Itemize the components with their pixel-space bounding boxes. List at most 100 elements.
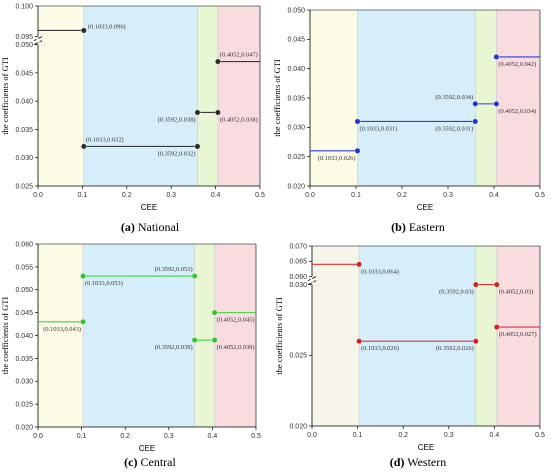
caption-text: Western — [407, 455, 447, 469]
y-axis-title: the coefficients of GTI — [274, 297, 284, 375]
data-point — [80, 27, 87, 34]
y-tick-label: 0.025 — [289, 353, 307, 360]
data-point — [472, 281, 479, 288]
data-point — [472, 338, 479, 345]
data-point — [191, 337, 198, 343]
x-tick-label: 0.5 — [535, 432, 545, 439]
data-label: (0.3592,0.038) — [158, 116, 196, 123]
regime-band-4 — [217, 6, 260, 186]
x-ticks: 0.0 0.1 0.2 0.3 0.4 0.5 — [33, 186, 265, 199]
x-tick-label: 0.4 — [490, 432, 500, 439]
y-tick-label: 0.035 — [287, 95, 305, 102]
y-tick-label: 0.070 — [289, 243, 307, 250]
data-point — [354, 147, 361, 154]
y-tick-label: 0.040 — [287, 66, 305, 73]
data-point — [354, 118, 361, 125]
x-ticks: 0.0 0.1 0.2 0.3 0.4 0.5 — [305, 186, 545, 199]
axis-break-cover — [310, 278, 314, 283]
panel-western: 0.0 0.1 0.2 0.3 0.4 0.5 CEE 0.020 0.025 0.030 0.06… — [274, 238, 550, 473]
data-label: (0.4052,0.039) — [217, 344, 255, 351]
regime-band-1 — [38, 6, 84, 186]
x-tick-label: 0.5 — [255, 192, 265, 199]
data-point — [80, 143, 87, 150]
y-tick-label: 0.045 — [15, 70, 33, 77]
x-tick-label: 0.1 — [351, 192, 361, 199]
series-segments — [312, 263, 540, 342]
axis-break-cover — [36, 38, 40, 43]
data-label: (0.3592,0.032) — [158, 150, 196, 157]
y-tick-label: 0.055 — [15, 264, 33, 271]
y-tick-label: 0.025 — [15, 402, 33, 409]
axis-break-marks — [307, 276, 317, 285]
x-tick-label: 0.0 — [33, 192, 43, 199]
axis-break-marks — [33, 36, 43, 45]
data-label: (0.1033,0.053) — [85, 280, 123, 287]
x-tick-label: 0.5 — [251, 433, 261, 440]
data-label: (0.3592,0.03) — [439, 289, 474, 296]
y-tick-label: 0.050 — [287, 7, 305, 14]
data-point — [211, 309, 218, 316]
y-ticks: 0.020 0.025 0.030 0.035 0.040 0.045 0.050 0.055… — [15, 241, 38, 431]
y-axis-title: the coefficients of GTI — [272, 59, 282, 137]
caption-tag: (a) — [120, 220, 135, 234]
data-label: (0.3592,0.026) — [436, 345, 474, 352]
y-tick-label: 0.030 — [15, 155, 33, 162]
caption-eastern: (b) Eastern — [368, 220, 468, 235]
regime-shading — [38, 6, 260, 186]
data-label: (0.4052,0.034) — [498, 108, 536, 115]
y-tick-label: 0.020 — [287, 183, 305, 190]
regime-band-3 — [475, 246, 497, 426]
caption-tag: (d) — [389, 455, 405, 469]
data-label: (0.1033,0.043) — [43, 326, 81, 333]
x-tick-label: 0.4 — [211, 192, 221, 199]
regime-shading — [38, 244, 256, 427]
regime-band-3 — [475, 10, 497, 186]
regime-band-4 — [496, 10, 540, 186]
regime-band-3 — [194, 244, 215, 427]
series-segments — [38, 29, 260, 147]
series-points — [80, 27, 221, 150]
y-tick-label: 0.050 — [15, 42, 33, 49]
x-tick-label: 0.3 — [443, 192, 453, 199]
x-tick-label: 0.3 — [444, 432, 454, 439]
panel-national: 0.0 0.1 0.2 0.3 0.4 0.5 CEE 0.025 0.030 0.035 0.04… — [0, 0, 275, 235]
regime-band-2 — [83, 6, 198, 186]
series-points — [356, 261, 500, 345]
y-tick-label: 0.045 — [287, 37, 305, 44]
y-tick-label: 0.035 — [15, 127, 33, 134]
regime-band-2 — [357, 10, 476, 186]
data-point — [80, 273, 86, 279]
x-tick-label: 0.2 — [122, 192, 132, 199]
data-label: (0.4052,0.038) — [220, 116, 258, 123]
regime-band-1 — [310, 10, 358, 186]
x-tick-label: 0.0 — [305, 192, 315, 199]
x-tick-label: 0.2 — [120, 433, 130, 440]
caption-text: Eastern — [408, 220, 445, 234]
regime-shading — [310, 10, 540, 186]
x-tick-label: 0.3 — [164, 433, 174, 440]
caption-central: (c) Central — [100, 455, 200, 470]
y-tick-label: 0.030 — [15, 379, 33, 386]
y-tick-label: 0.040 — [15, 99, 33, 106]
data-point — [493, 324, 500, 330]
x-tick-label: 0.3 — [166, 192, 176, 199]
y-axis-title: the coefficients of GTI — [0, 297, 10, 375]
y-tick-label: 0.100 — [15, 3, 33, 10]
x-axis-title: CEE — [139, 444, 155, 453]
x-tick-label: 0.5 — [535, 192, 545, 199]
data-labels: (0.1033,0.096) (0.1033,0.032) (0.3592,0.03… — [86, 23, 258, 157]
y-tick-label: 0.025 — [287, 154, 305, 161]
x-tick-label: 0.1 — [77, 433, 87, 440]
regime-band-4 — [496, 246, 540, 426]
y-axis-title: the coefficients of GTI — [0, 57, 10, 135]
x-tick-label: 0.1 — [78, 192, 88, 199]
caption-national: (a) National — [100, 220, 200, 235]
caption-text: Central — [140, 455, 176, 469]
x-tick-label: 0.2 — [397, 192, 407, 199]
data-label: (0.3592,0.031) — [435, 125, 473, 132]
regime-band-2 — [83, 244, 195, 427]
series-points — [80, 273, 218, 343]
x-tick-label: 0.0 — [33, 433, 43, 440]
